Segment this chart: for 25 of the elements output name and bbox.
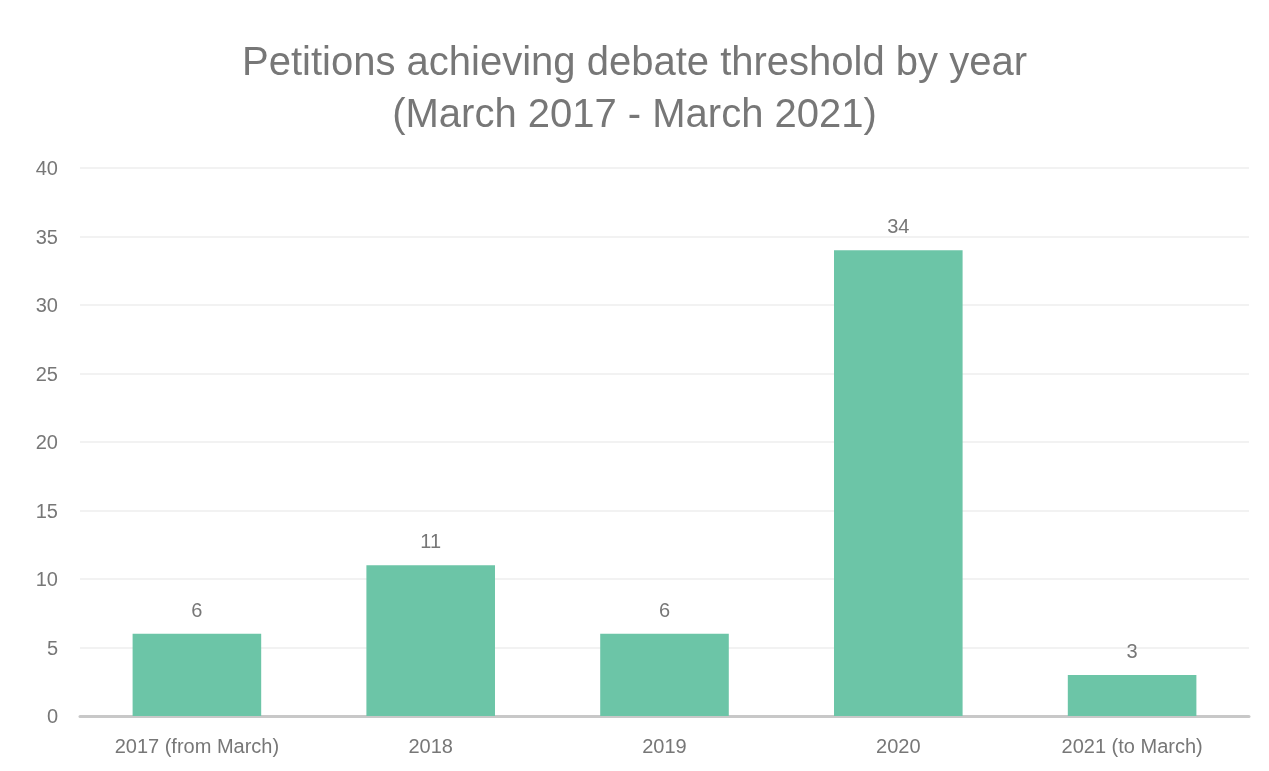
y-tick-label: 25	[35, 362, 58, 385]
y-tick-label: 5	[46, 636, 58, 659]
data-label: 11	[420, 530, 442, 553]
chart-title: Petitions achieving debate threshold by year (March 2017 - March 2021)	[242, 39, 1027, 135]
y-tick-label: 15	[35, 499, 58, 522]
x-tick-label: 2017 (from March)	[114, 735, 280, 757]
y-tick-label: 20	[35, 431, 58, 453]
y-tick-label: 30	[35, 294, 58, 316]
x-tick-label: 2019	[642, 735, 687, 757]
y-tick-label: 40	[35, 157, 58, 179]
data-label: 6	[658, 598, 671, 621]
data-label: 34	[887, 215, 910, 238]
x-tick-label: 2018	[408, 735, 453, 757]
x-tick-label: 2020	[876, 735, 921, 757]
bar	[1067, 674, 1197, 716]
x-tick-label: 2021 (to March)	[1061, 735, 1203, 757]
y-tick-label: 10	[35, 568, 58, 590]
bar	[834, 250, 963, 716]
bar	[600, 633, 729, 716]
data-label: 6	[191, 598, 203, 621]
data-label: 3	[1126, 639, 1138, 662]
bar	[366, 565, 495, 716]
y-tick-label: 0	[46, 705, 58, 727]
bar	[132, 633, 262, 716]
y-tick-label: 35	[35, 225, 58, 248]
